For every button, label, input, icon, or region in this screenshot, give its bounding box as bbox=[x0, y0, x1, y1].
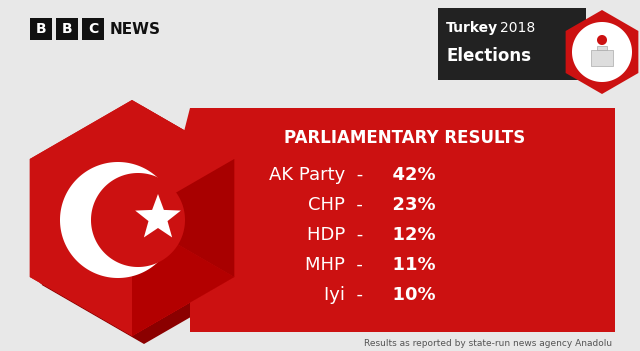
Polygon shape bbox=[132, 159, 234, 277]
Polygon shape bbox=[132, 218, 234, 336]
Polygon shape bbox=[566, 10, 638, 94]
Polygon shape bbox=[597, 35, 607, 45]
Text: CHP  -: CHP - bbox=[308, 196, 363, 214]
Text: 42%: 42% bbox=[380, 166, 436, 184]
Text: C: C bbox=[88, 22, 98, 36]
Polygon shape bbox=[30, 100, 234, 336]
Text: B: B bbox=[36, 22, 46, 36]
Polygon shape bbox=[572, 22, 632, 82]
Bar bbox=[30, 18, 52, 40]
Text: NEWS: NEWS bbox=[110, 21, 161, 37]
Polygon shape bbox=[135, 194, 181, 237]
Text: 12%: 12% bbox=[380, 226, 436, 244]
Polygon shape bbox=[132, 218, 234, 336]
Polygon shape bbox=[132, 159, 234, 277]
Polygon shape bbox=[30, 100, 234, 336]
Text: PARLIAMENTARY RESULTS: PARLIAMENTARY RESULTS bbox=[284, 129, 525, 147]
Bar bbox=[597, 46, 607, 50]
Bar bbox=[82, 18, 104, 40]
Polygon shape bbox=[91, 173, 185, 267]
Text: MHP  -: MHP - bbox=[305, 256, 363, 274]
Text: Results as reported by state-run news agency Anadolu: Results as reported by state-run news ag… bbox=[364, 338, 612, 347]
Text: 11%: 11% bbox=[380, 256, 436, 274]
Text: HDP  -: HDP - bbox=[307, 226, 363, 244]
Polygon shape bbox=[40, 106, 244, 342]
Text: B: B bbox=[61, 22, 72, 36]
Text: Elections: Elections bbox=[446, 47, 531, 65]
Text: 23%: 23% bbox=[380, 196, 436, 214]
Polygon shape bbox=[132, 108, 234, 336]
Text: 2018: 2018 bbox=[500, 21, 535, 35]
Bar bbox=[438, 8, 586, 80]
Text: Iyi  -: Iyi - bbox=[324, 286, 363, 304]
Polygon shape bbox=[60, 162, 176, 278]
Polygon shape bbox=[42, 108, 246, 344]
Text: 10%: 10% bbox=[380, 286, 436, 304]
Bar bbox=[591, 50, 613, 66]
Text: AK Party  -: AK Party - bbox=[269, 166, 363, 184]
Bar bbox=[190, 108, 615, 332]
Bar bbox=[56, 18, 78, 40]
Text: Turkey: Turkey bbox=[446, 21, 498, 35]
